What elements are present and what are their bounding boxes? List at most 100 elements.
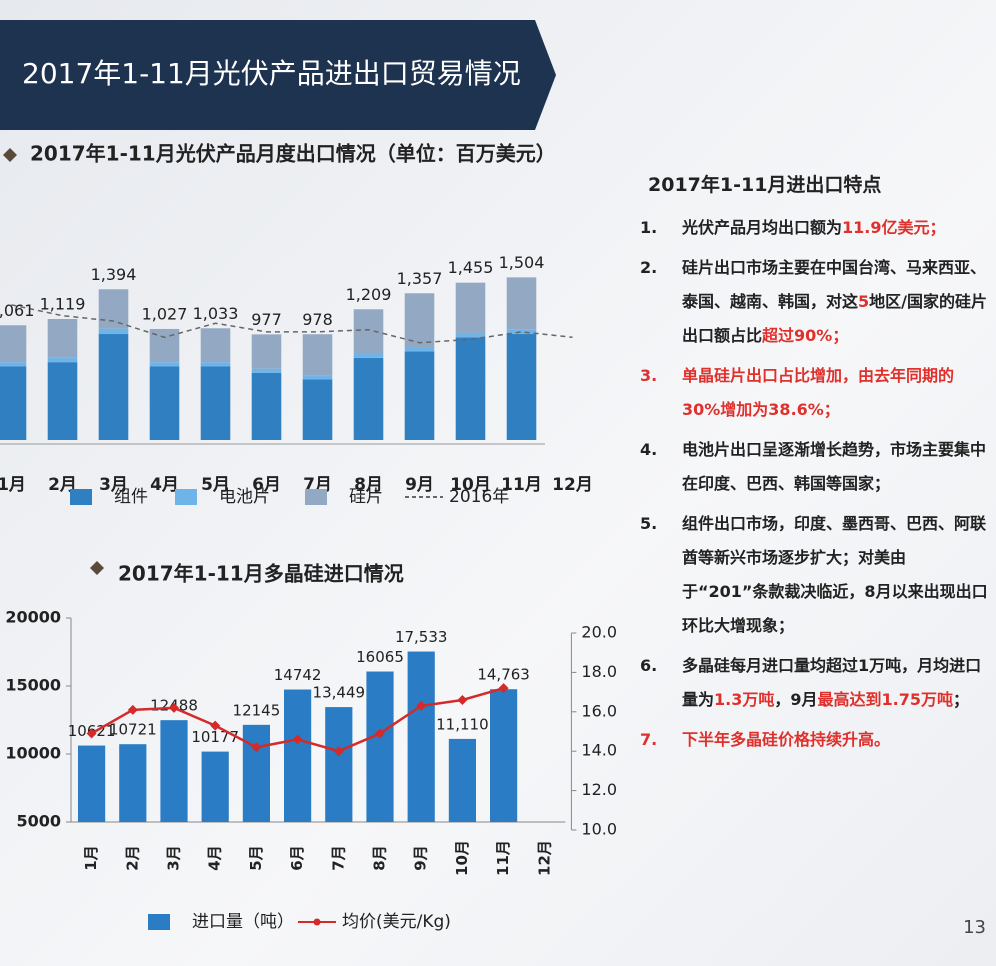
title-banner [0, 20, 556, 130]
bar [119, 744, 147, 822]
total-label: 978 [302, 310, 333, 329]
note-item: 1. 光伏产品月均出口额为11.9亿美元； [640, 211, 990, 245]
value-label: 14,763 [477, 666, 530, 684]
note-item: 6. 多晶硅每月进口量均超过1万吨，月均进口量为1.3万吨，9月最高达到1.75万… [640, 649, 990, 717]
legend-swatch [148, 914, 170, 930]
bar [160, 720, 188, 822]
note-text: 硅片出口市场主要在中国台湾、马来西亚、泰国、越南、韩国，对这5地区/国家的硅片出… [682, 251, 990, 353]
x-tick-label: 6月 [288, 845, 306, 870]
value-label: 14742 [274, 666, 322, 684]
bar [448, 738, 476, 822]
total-label: 977 [251, 310, 282, 329]
bar-segment [353, 309, 384, 354]
note-text-part: ，9月 [774, 690, 818, 709]
note-number: 5. [640, 514, 658, 533]
bar-segment [302, 334, 333, 376]
x-tick-label: 8月 [371, 845, 389, 870]
legend-label: 硅片 [349, 487, 383, 507]
legend-label: 进口量（吨） [192, 912, 294, 932]
x-tick-label: 5月 [201, 475, 230, 495]
legend-swatch [175, 489, 197, 505]
bar [78, 745, 106, 822]
bar-segment [0, 325, 27, 363]
x-tick-label: 9月 [412, 845, 430, 870]
bar-segment [47, 362, 78, 440]
bar-segment [353, 357, 384, 440]
x-tick-label: 12月 [535, 840, 553, 876]
bar [407, 651, 435, 822]
bar-segment [404, 351, 435, 440]
page-number: 13 [963, 917, 986, 938]
y-tick-label: 15000 [5, 676, 61, 695]
bar-segment [98, 289, 129, 329]
y2-tick-label: 16.0 [581, 701, 617, 720]
note-item: 5. 组件出口市场，印度、墨西哥、巴西、阿联酋等新兴市场逐步扩大；对美由于“201… [640, 507, 990, 643]
value-label: 11,110 [436, 715, 489, 733]
bar-segment [353, 353, 384, 358]
bar-segment [404, 347, 435, 352]
chart-title: 2017年1-11月多晶硅进口情况 [118, 562, 404, 586]
y-tick-label: 20000 [5, 608, 61, 627]
note-item: 7. 下半年多晶硅价格持续升高。 [640, 723, 990, 757]
note-text-part: 单晶硅片出口占比增加，由去年同期的30%增加为38.6%； [682, 366, 955, 419]
note-text: 多晶硅每月进口量均超过1万吨，月均进口量为1.3万吨，9月最高达到1.75万吨； [682, 649, 990, 717]
x-tick-label: 2月 [48, 475, 77, 495]
bar-segment [251, 368, 282, 373]
legend-label: 2016年 [449, 487, 509, 507]
value-label: 10721 [109, 721, 157, 739]
notes: 2017年1-11月进出口特点 1. 光伏产品月均出口额为11.9亿美元； 2. 硅片出… [640, 170, 990, 763]
note-number: 1. [640, 218, 658, 237]
x-tick-label: 3月 [165, 845, 183, 870]
x-tick-label: 11月 [501, 475, 542, 495]
total-label: 1,027 [142, 304, 188, 323]
note-text-part: 硅片出口市场主要在中国台湾、马来西亚、泰国、越南、韩国，对这 [682, 258, 987, 311]
y2-tick-label: 10.0 [581, 820, 617, 839]
x-tick-label: 5月 [247, 845, 265, 870]
note-number: 6. [640, 656, 658, 675]
legend-swatch [70, 489, 92, 505]
note-text-part: 超过90%； [762, 326, 849, 345]
note-text-part: 多晶硅每月进口量均超过1万吨，月均进口量为 [682, 656, 982, 709]
note-text-part: 光伏产品月均出口额为 [682, 218, 843, 237]
x-tick-label: 3月 [99, 475, 128, 495]
y2-tick-label: 12.0 [581, 780, 617, 799]
x-tick-label: 7月 [329, 845, 347, 870]
y-tick-label: 5000 [16, 812, 61, 831]
total-label: 1,209 [346, 285, 392, 304]
bar [325, 707, 353, 822]
value-label: 17,533 [395, 628, 448, 646]
legend-swatch [313, 918, 321, 926]
line-marker [416, 700, 427, 711]
bar [201, 751, 229, 822]
note-number: 2. [640, 258, 658, 277]
note-text-part: 地区/国家的硅片出口额占比 [682, 292, 988, 345]
note-item: 4. 电池片出口呈逐渐增长趋势，市场主要集中在印度、巴西、韩国等国家； [640, 433, 990, 501]
bar-segment [98, 334, 129, 440]
bar [490, 689, 518, 822]
legend-label: 均价(美元/Kg) [342, 912, 451, 932]
bar-segment [455, 332, 486, 338]
line-marker [375, 728, 385, 739]
value-label: 12145 [233, 701, 281, 719]
bar-segment [47, 357, 78, 363]
value-label: 10177 [191, 728, 239, 746]
bar-segment [200, 362, 231, 367]
y2-tick-label: 20.0 [581, 623, 617, 642]
bar-segment [251, 372, 282, 440]
bullet [90, 561, 104, 575]
line-marker [292, 734, 303, 745]
x-tick-label: 11月 [494, 840, 512, 876]
value-label: 13,449 [313, 684, 366, 702]
note-text-part: 1.3万吨 [714, 690, 775, 709]
note-text-part: 电池片出口呈逐渐增长趋势，市场主要集中在印度、巴西、韩国等国家； [682, 440, 987, 493]
x-tick-label: 1月 [0, 475, 26, 495]
bar-segment [506, 334, 537, 440]
total-label: 1,033 [193, 304, 239, 323]
note-text: 光伏产品月均出口额为11.9亿美元； [682, 211, 946, 245]
note-number: 4. [640, 440, 658, 459]
line-marker [333, 746, 344, 757]
note-text-part: 5 [858, 292, 870, 311]
bar-segment [251, 334, 282, 369]
